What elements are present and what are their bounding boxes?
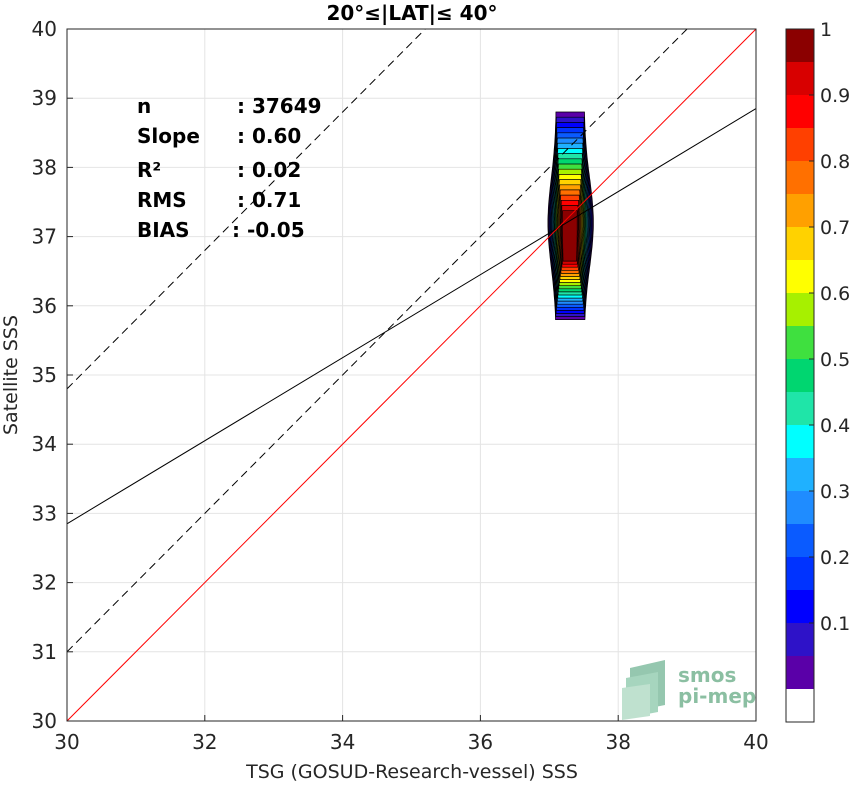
colorbar-swatch	[786, 95, 814, 128]
y-tick-label: 31	[32, 640, 57, 664]
colorbar-swatch	[786, 392, 814, 425]
y-tick-label: 37	[32, 225, 57, 249]
contour-level	[562, 210, 578, 262]
x-axis-label: TSG (GOSUD-Research-vessel) SSS	[245, 761, 578, 783]
colorbar-tick-label: 1	[820, 19, 832, 41]
y-tick-label: 34	[32, 432, 57, 456]
stats-box: n : 37649 Slope : 0.60 R² : 0.02 RMS : 0.71 BIAS…	[137, 94, 322, 242]
colorbar-tick-label: 0.7	[820, 217, 850, 239]
stat-label: Slope	[137, 124, 200, 148]
smos-pi-mep-watermark: smos pi-mep	[622, 660, 756, 720]
colorbar-tick-label: 0.4	[820, 415, 850, 437]
plot-area	[66, 28, 757, 722]
colorbar-swatch	[786, 161, 814, 194]
y-tick-label: 36	[32, 294, 57, 318]
fit-lines	[66, 28, 757, 722]
colorbar-swatch	[786, 194, 814, 227]
colorbar-swatch	[786, 425, 814, 458]
stat-value: : 0.60	[237, 124, 301, 148]
stat-label: RMS	[137, 188, 187, 212]
stat-label: R²	[137, 158, 161, 182]
stat-value: : 0.71	[237, 188, 301, 212]
colorbar-tick-label: 0.5	[820, 349, 850, 371]
colorbar-swatch	[786, 590, 814, 623]
watermark-line2: pi-mep	[678, 684, 756, 708]
stat-value: : 37649	[237, 94, 322, 118]
colorbar-swatch	[786, 359, 814, 392]
y-tick-label: 35	[32, 363, 57, 387]
stat-label: BIAS	[137, 218, 190, 242]
colorbar-swatch	[786, 458, 814, 491]
x-tick-label: 36	[468, 730, 493, 754]
x-tick-label: 30	[54, 730, 79, 754]
colorbar-swatch	[786, 557, 814, 590]
x-tick-label: 38	[605, 730, 630, 754]
colorbar-tick-label: 0.8	[820, 151, 850, 173]
stat-value: : 0.02	[237, 158, 301, 182]
x-tick-label: 34	[330, 730, 355, 754]
colorbar-swatch	[786, 524, 814, 557]
y-tick-label: 32	[32, 571, 57, 595]
colorbar-swatch	[786, 293, 814, 326]
y-tick-label: 30	[32, 709, 57, 733]
colorbar-tick-label: 0.1	[820, 613, 850, 635]
colorbar-swatch	[786, 491, 814, 524]
watermark-logo-icon	[622, 660, 665, 720]
regression-line	[66, 108, 757, 525]
colorbar-swatch	[786, 656, 814, 689]
stat-label: n	[137, 94, 151, 118]
colorbar-swatch	[786, 227, 814, 260]
x-tick-label: 32	[192, 730, 217, 754]
y-tick-label: 38	[32, 155, 57, 179]
colorbar: 0.1 0.2 0.3 0.4 0.5 0.6 0.7 0.8 0.9 1	[785, 19, 850, 723]
colorbar-tick-label: 0.9	[820, 85, 850, 107]
stat-value: : -0.05	[232, 218, 305, 242]
colorbar-swatch	[786, 29, 814, 62]
colorbar-swatch	[786, 326, 814, 359]
colorbar-swatch	[786, 128, 814, 161]
chart-title: 20°≤|LAT|≤ 40°	[326, 1, 497, 25]
colorbar-tick-label: 0.6	[820, 283, 850, 305]
colorbar-tick-label: 0.2	[820, 547, 850, 569]
y-axis-ticks: 30 31 32 33 34 35 36 37 38 39 40	[32, 17, 73, 733]
y-axis-label: Satellite SSS	[0, 315, 22, 435]
watermark-line1: smos	[678, 663, 736, 687]
colorbar-swatch	[786, 260, 814, 293]
upper-bound-line	[66, 28, 426, 390]
colorbar-swatch	[786, 689, 814, 722]
y-tick-label: 40	[32, 17, 57, 41]
y-tick-label: 39	[32, 86, 57, 110]
colorbar-swatch	[786, 623, 814, 656]
one-to-one-line	[66, 28, 757, 722]
x-tick-label: 40	[743, 730, 768, 754]
grid	[66, 28, 757, 722]
colorbar-tick-label: 0.3	[820, 481, 850, 503]
colorbar-swatch	[786, 62, 814, 95]
lower-bound-line	[66, 28, 688, 653]
x-axis-ticks: 30 32 34 36 38 40	[54, 715, 769, 754]
y-tick-label: 33	[32, 501, 57, 525]
